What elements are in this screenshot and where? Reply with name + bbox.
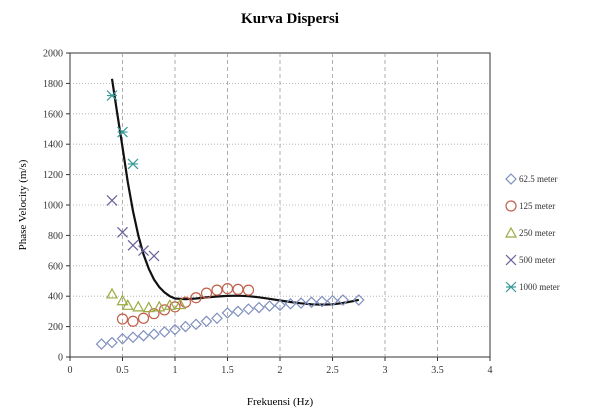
series-asterisk <box>106 90 139 170</box>
legend-entry-label: 1000 meter <box>519 282 560 292</box>
trend-line <box>110 78 360 306</box>
data-point <box>121 299 134 310</box>
y-tick-label: 800 <box>48 231 63 242</box>
data-point <box>274 299 286 312</box>
data-point <box>163 299 176 310</box>
x-tick-label: 0.5 <box>116 365 129 376</box>
series-circle <box>116 283 255 327</box>
x-tick-label: 3 <box>383 365 388 376</box>
data-point <box>284 297 297 310</box>
data-point <box>138 245 149 257</box>
legend-entry-label: 62.5 meter <box>519 174 558 184</box>
trend-line-group <box>110 78 360 306</box>
series-x <box>106 195 160 262</box>
x-tick-label: 2.5 <box>326 365 339 376</box>
data-point <box>132 300 145 312</box>
data-point <box>137 329 150 342</box>
data-point <box>190 318 202 331</box>
x-tick-label: 1.5 <box>221 365 234 376</box>
x-axis-label: Frekuensi (Hz) <box>247 396 314 408</box>
y-axis-label: Phase Velocity (m/s) <box>17 159 29 250</box>
y-tick-label: 1600 <box>43 109 63 120</box>
data-point <box>95 338 108 350</box>
data-point <box>116 294 129 306</box>
series-diamond <box>95 294 365 350</box>
data-point <box>326 294 339 307</box>
data-point <box>106 90 118 101</box>
series-triangle <box>105 287 187 313</box>
data-point <box>127 239 139 251</box>
y-tick-label: 200 <box>48 322 63 333</box>
data-point <box>127 331 139 344</box>
x-tick-labels: 0 0.5 1 1.5 2 2.5 3 3.5 4 <box>68 365 493 376</box>
data-point <box>148 328 160 341</box>
data-point <box>179 320 192 333</box>
data-point <box>116 332 129 345</box>
y-tick-label: 0 <box>58 353 63 364</box>
legend-entry-label: 125 meter <box>519 201 555 211</box>
legend: 62.5 meter 125 meter 250 meter 500 meter 100… <box>504 173 560 293</box>
y-tick-label: 400 <box>48 292 63 303</box>
data-point <box>106 195 118 206</box>
data-point <box>117 126 128 138</box>
legend-entry-label: 500 meter <box>519 255 555 265</box>
series-markers <box>95 90 365 350</box>
data-point <box>148 308 160 320</box>
data-point <box>200 287 213 299</box>
data-point <box>105 287 119 299</box>
data-point <box>316 295 328 308</box>
legend-marker <box>504 226 518 238</box>
data-point <box>153 300 166 312</box>
data-point <box>190 292 202 304</box>
data-point <box>137 312 150 324</box>
data-point <box>106 336 118 349</box>
legend-marker <box>505 200 517 212</box>
x-tick-label: 4 <box>488 365 493 376</box>
data-point <box>116 313 129 325</box>
data-point <box>305 296 318 309</box>
y-tick-label: 1400 <box>43 140 63 151</box>
chart-title: Kurva Dispersi <box>241 11 339 27</box>
data-point <box>174 298 187 310</box>
y-tick-label: 1000 <box>43 201 63 212</box>
data-point <box>117 226 128 238</box>
data-point <box>169 323 181 336</box>
y-tick-labels: 0 200 400 600 800 1000 1200 1400 1600 1800 2000 <box>43 49 63 364</box>
x-tick-label: 2 <box>278 365 283 376</box>
data-point <box>242 284 255 296</box>
x-tick-label: 0 <box>68 365 73 376</box>
data-point <box>263 300 276 312</box>
y-tick-label: 1800 <box>43 79 63 90</box>
y-tick-label: 600 <box>48 261 63 272</box>
data-point <box>142 301 155 313</box>
legend-marker <box>505 254 517 266</box>
data-point <box>200 315 213 328</box>
data-point <box>221 307 234 319</box>
data-point <box>211 284 223 296</box>
data-point <box>148 250 160 262</box>
data-point <box>127 158 139 170</box>
data-point <box>295 297 307 309</box>
legend-marker <box>505 173 517 185</box>
data-point <box>232 305 244 318</box>
data-point <box>158 326 171 338</box>
data-point <box>169 301 181 313</box>
data-point <box>352 294 365 306</box>
data-point <box>211 312 223 325</box>
x-tick-label: 3.5 <box>431 365 444 376</box>
data-point <box>127 315 139 327</box>
data-point <box>179 296 192 308</box>
x-tick-label: 1 <box>173 365 178 376</box>
legend-marker <box>505 281 517 293</box>
legend-entry-label: 250 meter <box>519 228 555 238</box>
y-tick-label: 2000 <box>43 49 63 60</box>
data-point <box>253 301 265 314</box>
data-point <box>242 303 255 315</box>
y-tick-label: 1200 <box>43 170 63 181</box>
data-point <box>337 294 349 306</box>
